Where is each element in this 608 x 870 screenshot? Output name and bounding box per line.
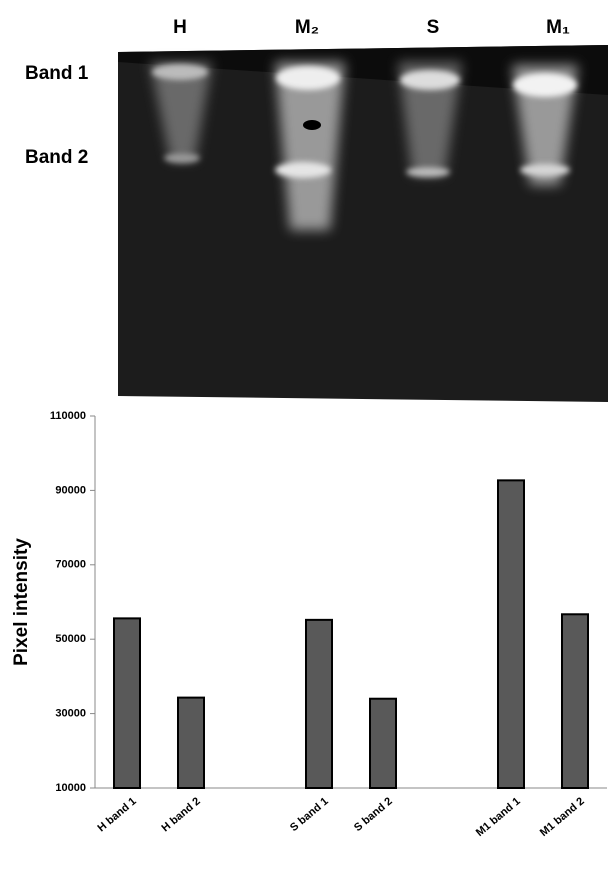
gel-image — [118, 45, 608, 402]
bar — [178, 698, 204, 788]
y-tick-label: 10000 — [55, 782, 86, 794]
x-tick-label: S band 2 — [352, 795, 395, 834]
x-tick-label: H band 2 — [159, 795, 202, 834]
bar — [114, 618, 140, 788]
bar — [306, 620, 332, 788]
y-tick-label: 90000 — [55, 484, 86, 496]
bar — [562, 614, 588, 788]
y-tick-label: 70000 — [55, 559, 86, 571]
lane-label: M₁ — [546, 17, 570, 38]
bar — [370, 699, 396, 788]
y-tick-label: 50000 — [55, 633, 86, 645]
band-label: Band 1 — [25, 63, 89, 84]
x-tick-label: H band 1 — [95, 795, 138, 834]
y-tick-label: 30000 — [55, 708, 86, 720]
figure: H M₂ S M₁ Band 1 Band 2 Pixel intensity … — [0, 0, 608, 870]
x-tick-label: M1 band 2 — [538, 795, 587, 839]
x-tick-label: S band 1 — [288, 795, 331, 834]
x-tick-label: M1 band 1 — [474, 795, 523, 839]
lane-label: S — [427, 17, 440, 38]
lane-label: H — [173, 17, 187, 38]
y-axis-title: Pixel intensity — [11, 538, 32, 666]
bar — [498, 480, 524, 788]
band-label: Band 2 — [25, 147, 88, 168]
y-tick-label: 110000 — [50, 410, 86, 422]
lane-label: M₂ — [295, 17, 319, 38]
